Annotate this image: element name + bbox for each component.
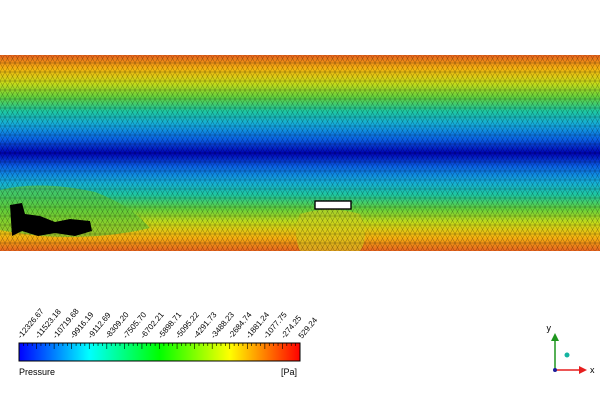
- pressure-contour-plot: [0, 55, 600, 251]
- legend-title: Pressure: [19, 367, 56, 377]
- mesh-overlay: [0, 55, 600, 251]
- x-axis-label: x: [590, 365, 595, 375]
- legend-minor-ticks: [18, 343, 301, 349]
- dense-mesh-refinement: [10, 203, 92, 236]
- z-axis-marker: [564, 352, 570, 358]
- pressure-legend: -12326.67-11523.18-10719.68-9916.19-9112…: [16, 306, 320, 362]
- x-axis-arrowhead: [579, 366, 587, 374]
- axis-origin: [553, 368, 557, 372]
- axis-triad: y x: [547, 323, 596, 375]
- legend-tick-labels: -12326.67-11523.18-10719.68-9916.19-9112…: [16, 306, 320, 340]
- y-axis-label: y: [547, 323, 552, 333]
- rectangular-obstacle: [314, 200, 352, 210]
- y-axis-arrowhead: [551, 333, 559, 341]
- legend-unit: [Pa]: [281, 367, 298, 377]
